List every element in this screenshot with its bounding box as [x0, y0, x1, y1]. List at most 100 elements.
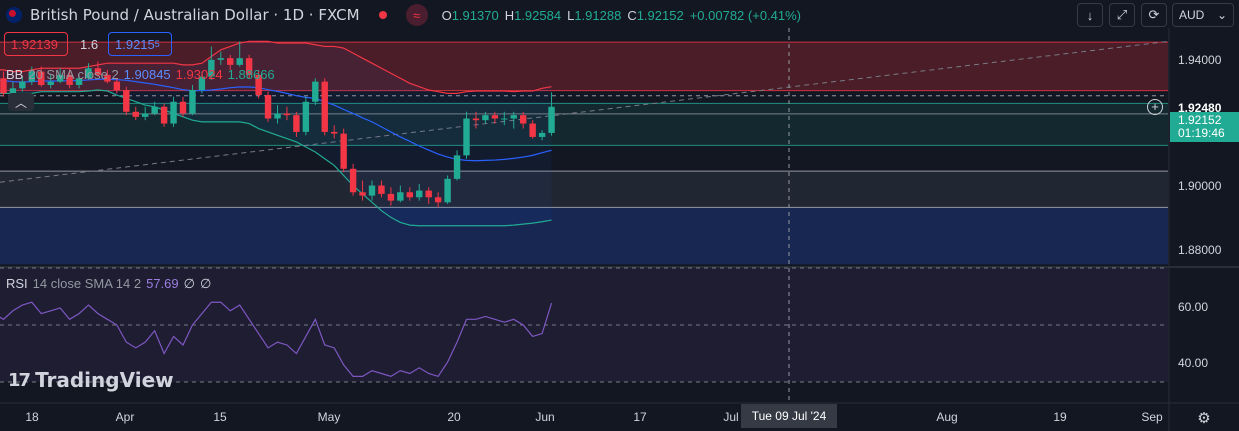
trend-line — [0, 40, 1169, 183]
candle-body-33 — [302, 101, 310, 132]
sell-button[interactable]: 1.92139 — [4, 32, 68, 56]
bb-legend[interactable]: BB 20 SMA close 2 1.90845 1.93024 1.8866… — [6, 67, 275, 82]
candle-body-27 — [245, 58, 253, 75]
candle-body-51 — [472, 118, 480, 121]
candle-body-15 — [132, 111, 139, 117]
candle-body-43 — [397, 192, 404, 201]
symbol-header: British Pound / Australian Dollar · 1D ·… — [0, 4, 801, 26]
zone-slate — [0, 171, 1168, 208]
candle-body-1 — [0, 78, 7, 94]
last-price-tag: 1.92152 01:19:46 — [1170, 112, 1239, 142]
candle-body-8 — [66, 74, 73, 85]
plus-circle-icon[interactable]: + — [1147, 99, 1163, 115]
candle-body-38 — [349, 168, 357, 193]
tradingview-logo-text: TradingView — [35, 368, 174, 392]
candle-body-19 — [170, 101, 177, 124]
buy-button[interactable]: 1.9215 5 — [108, 32, 172, 56]
rsi-tick-1: 60.00 — [1178, 300, 1209, 314]
currency-select[interactable]: AUD ⌄ — [1172, 3, 1234, 27]
candle-body-11 — [94, 68, 102, 75]
candle-body-54 — [501, 118, 508, 120]
screenshot-icon[interactable]: ⟳ — [1141, 3, 1167, 27]
candle-body-30 — [274, 113, 281, 119]
time-label-15: 15 — [213, 410, 227, 424]
price-tick-2: 1.90000 — [1178, 179, 1222, 193]
buy-price: 1.9215 — [115, 36, 155, 52]
candle-body-36 — [331, 131, 338, 134]
candle-body-35 — [321, 81, 328, 132]
candle-body-24 — [217, 58, 224, 60]
symbol-title[interactable]: British Pound / Australian Dollar · 1D ·… — [30, 6, 360, 24]
crosshair-time-tag: Tue 09 Jul '24 — [741, 404, 837, 428]
bb-lower-line — [0, 89, 552, 227]
candle-body-4 — [28, 71, 35, 82]
arrow-down-icon[interactable]: ↓ — [1077, 3, 1103, 27]
time-label-apr: Apr — [115, 410, 135, 424]
spread-value: 1.6 — [74, 32, 104, 56]
time-label-19: 19 — [1053, 410, 1067, 424]
candle-body-25 — [227, 58, 234, 65]
candle-body-7 — [56, 74, 64, 82]
gear-icon[interactable]: ⚙ — [1197, 410, 1211, 427]
bb-basis-value: 1.90845 — [123, 67, 171, 82]
rsi-legend[interactable]: RSI 14 close SMA 14 2 57.69 ∅ ∅ — [6, 276, 211, 292]
candle-body-48 — [444, 178, 451, 203]
candle-body-57 — [529, 123, 536, 137]
candle-body-14 — [123, 90, 130, 112]
candle-body-29 — [264, 95, 272, 119]
candle-body-31 — [283, 113, 291, 116]
candle-body-47 — [434, 197, 442, 203]
market-closed-icon[interactable] — [374, 6, 392, 24]
tradingview-logo-mark: 17 — [8, 369, 31, 391]
candle-body-9 — [75, 78, 83, 85]
gbp-aud-flag-icon — [6, 7, 22, 23]
candle-body-3 — [19, 81, 26, 89]
candle-body-46 — [425, 190, 432, 198]
candle-body-18 — [160, 106, 168, 124]
ohlc-high-key: H — [504, 7, 515, 23]
candle-body-50 — [463, 118, 470, 156]
tradingview-logo[interactable]: 17 TradingView — [8, 368, 174, 392]
candle-body-20 — [179, 101, 187, 114]
ohlc-low-key: L — [567, 7, 575, 23]
candle-body-56 — [520, 115, 527, 124]
chevron-up-icon[interactable]: ︿ — [8, 93, 34, 111]
fullscreen-icon[interactable]: ⤢ — [1109, 3, 1135, 27]
candle-body-10 — [85, 68, 92, 79]
bb-upper-value: 1.93024 — [175, 67, 223, 82]
rsi-tick-2: 40.00 — [1178, 356, 1209, 370]
candle-body-32 — [293, 115, 300, 132]
candle-body-58 — [538, 132, 546, 137]
wave-icon[interactable]: ≈ — [405, 4, 428, 26]
buy-price-sup: 5 — [154, 39, 160, 49]
zone-blue — [0, 207, 1168, 265]
candle-body-41 — [378, 185, 385, 194]
ohlc-close-value: 1.92152 — [636, 7, 684, 23]
candle-body-6 — [47, 81, 54, 85]
chevron-down-icon: ⌄ — [1216, 8, 1227, 22]
candle-body-28 — [255, 74, 262, 96]
ohlc-close-key: C — [627, 7, 637, 23]
candle-body-45 — [416, 190, 423, 198]
rsi-label: RSI — [6, 276, 28, 291]
currency-value: AUD — [1179, 8, 1205, 22]
bb-label: BB — [6, 67, 24, 82]
bb-lower-value: 1.88666 — [227, 67, 275, 82]
candle-body-42 — [387, 193, 395, 201]
candle-body-55 — [510, 115, 517, 119]
time-label-sep: Sep — [1141, 410, 1163, 424]
price-tick-1: 1.94000 — [1178, 53, 1222, 67]
rsi-params: 14 close SMA 14 2 — [32, 276, 142, 291]
sell-price: 1.92139 — [11, 36, 58, 52]
rsi-v2: ∅ — [183, 276, 195, 291]
time-label-20: 20 — [447, 410, 461, 424]
time-label-jun: Jun — [535, 410, 555, 424]
time-label-may: May — [317, 410, 341, 424]
candle-body-39 — [359, 192, 366, 196]
bb-params: 20 SMA close 2 — [28, 67, 119, 82]
candle-body-13 — [113, 81, 121, 91]
candle-body-34 — [312, 81, 319, 102]
rsi-v3: ∅ — [199, 276, 212, 291]
time-label-jul: Jul — [723, 410, 739, 424]
